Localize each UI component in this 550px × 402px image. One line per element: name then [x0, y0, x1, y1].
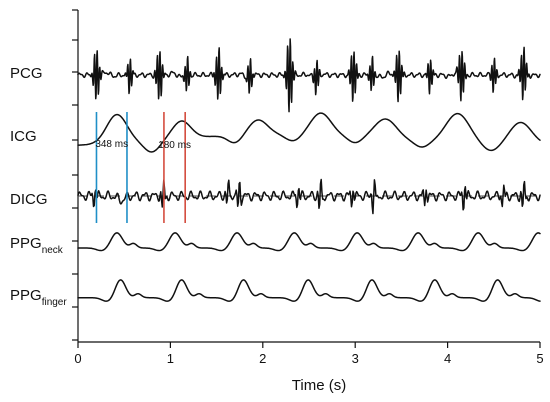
x-tick-label: 3 [352, 351, 359, 366]
trace-icg [77, 112, 541, 153]
x-axis-label: Time (s) [292, 377, 346, 394]
channel-label-pcg: PCG [10, 65, 43, 82]
trace-ppg_neck [77, 232, 541, 252]
channel-label-ppg_neck: PPGneck [10, 235, 64, 256]
channel-label-dicg: DICG [10, 191, 48, 208]
x-tick-label: 0 [74, 351, 81, 366]
x-tick-label: 1 [167, 351, 174, 366]
trace-ppg_finger [77, 279, 541, 302]
trace-pcg [77, 38, 541, 113]
x-tick-label: 4 [444, 351, 451, 366]
trace-dicg [77, 178, 541, 215]
annotation-label-0: 348 ms [95, 139, 128, 150]
x-tick-label: 5 [536, 351, 543, 366]
annotation-label-1: 180 ms [158, 140, 191, 151]
x-tick-label: 2 [259, 351, 266, 366]
channel-label-icg: ICG [10, 128, 37, 145]
channel-label-ppg_finger: PPGfinger [10, 287, 67, 308]
